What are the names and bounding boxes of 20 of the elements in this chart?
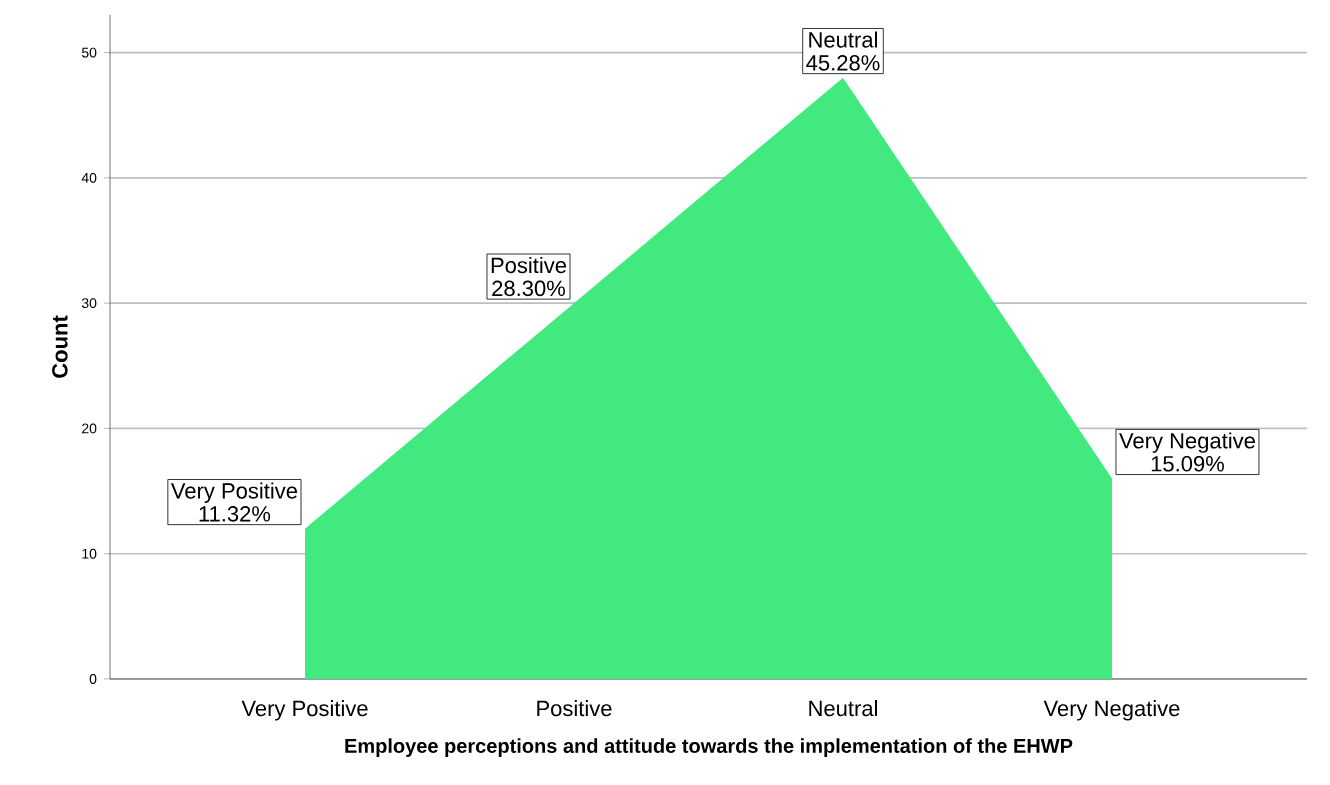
y-tick-label: 20 (82, 423, 97, 434)
y-axis-title: Count (52, 315, 68, 378)
annotation: 28.30% (492, 280, 565, 297)
category-label: Very Negative (1119, 432, 1255, 453)
y-tick-label: 0 (89, 674, 97, 684)
category-label: Very Positive (170, 482, 298, 503)
x-tick-label: Very Positive (241, 700, 368, 721)
y-tick-label: 30 (81, 298, 97, 309)
y-tick-label: 10 (82, 548, 97, 559)
category-label: Neutral (809, 31, 877, 48)
x-tick-label: Neutral (809, 700, 877, 717)
annotation: 15.09% (1151, 455, 1224, 472)
y-tick-label: 50 (81, 47, 97, 58)
annotation: 45.28% (806, 55, 880, 71)
x-tick-label: Very Negative (1043, 700, 1180, 721)
x-tick-label: Positive (537, 700, 612, 717)
x-axis-title: Employee perceptions and attitude towards the implementation of the EHWP (345, 738, 1073, 757)
annotation: 11.32% (199, 506, 271, 522)
category-label: Positive (491, 256, 567, 274)
y-tick-label: 40 (81, 172, 97, 183)
